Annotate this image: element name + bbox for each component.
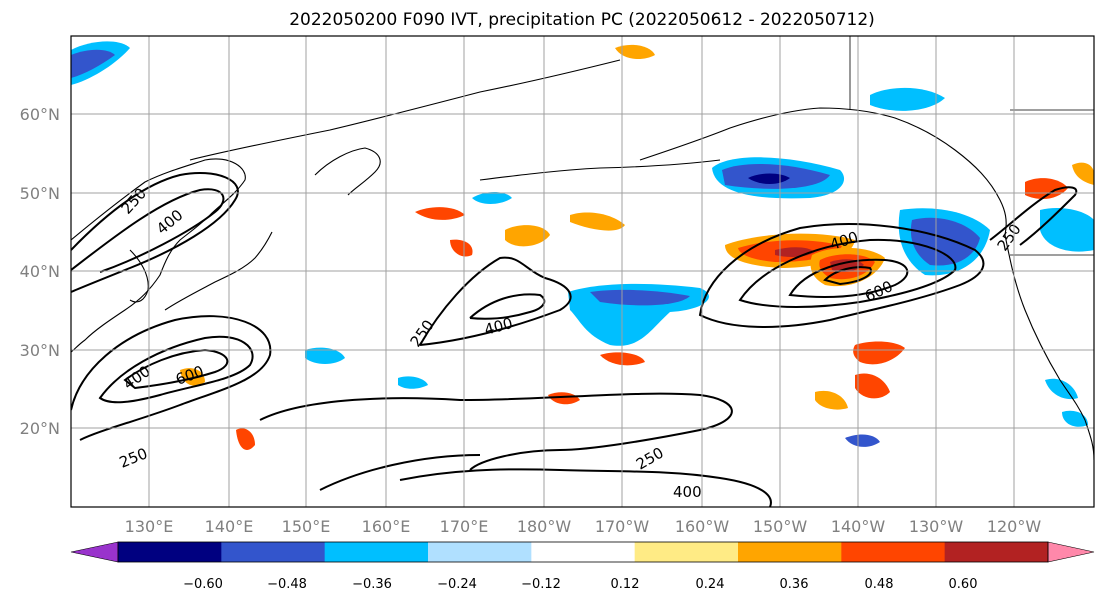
colorbar-tick-label: 0.48 (865, 577, 894, 592)
precip-positive-region (570, 212, 625, 231)
precip-negative-region (590, 289, 690, 306)
precip-positive-region (815, 390, 848, 410)
map-frame (70, 35, 1095, 508)
lat-label: 60°N (20, 105, 60, 124)
coastline-north-america (1004, 234, 1094, 461)
lon-label: 140°E (205, 517, 254, 536)
lon-label: 150°W (753, 517, 808, 536)
colorbar-extend-max (1047, 541, 1095, 563)
ivt-contour-250-central (419, 256, 572, 346)
ivt-contour-250-south (259, 392, 733, 471)
colorbar-swatch (531, 542, 636, 562)
precip-positive-region (450, 239, 473, 257)
colorbar-tick-label: 0.36 (780, 577, 809, 592)
precip-positive-region (505, 225, 550, 247)
colorbar-swatch (738, 542, 842, 562)
coastline-kamchatka (314, 147, 381, 196)
ivt-contour-600-east (788, 258, 909, 298)
lon-label: 160°E (362, 517, 411, 536)
contour-label: 400 (673, 483, 702, 501)
colorbar-frame (117, 541, 1049, 563)
precip-positive-region (415, 207, 465, 220)
precip-negative-region (472, 192, 512, 204)
lon-label: 170°E (440, 517, 489, 536)
colorbar-swatch (118, 542, 222, 562)
colorbar-swatch (428, 542, 532, 562)
coastline-siberia (189, 59, 621, 161)
ivt-contour-core-east (823, 266, 872, 286)
precip-positive-region (1025, 178, 1068, 200)
precip-positive-region (1072, 162, 1094, 185)
colorbar-swatch (324, 542, 429, 562)
ivt-contour-400-south (399, 468, 772, 507)
precip-positive-region (180, 368, 205, 386)
ivt-contour-600-southwest (123, 348, 229, 390)
lon-label: 130°W (909, 517, 964, 536)
precip-negative-region (398, 376, 428, 389)
precip-positive-region (830, 259, 864, 273)
colorbar-tick-label: 0.24 (696, 577, 725, 592)
colorbar (70, 541, 1095, 563)
ivt-contour-250-east (698, 223, 985, 328)
lat-label: 50°N (20, 184, 60, 203)
precip-positive-region (855, 373, 890, 399)
figure-title: 2022050200 F090 IVT, precipitation PC (2… (289, 10, 875, 30)
colorbar-swatch (944, 542, 1049, 562)
ivt-contour-400-east (738, 238, 957, 308)
lon-label: 130°E (125, 517, 174, 536)
lon-label: 170°W (595, 517, 650, 536)
ivt-contour-400-west (71, 188, 225, 273)
lat-label: 20°N (20, 419, 60, 438)
precip-negative-region (845, 434, 880, 447)
colorbar-swatch (634, 542, 739, 562)
colorbar-tick-label: −0.60 (183, 577, 223, 592)
lon-label: 180°W (517, 517, 572, 536)
ivt-contours (71, 171, 1078, 507)
lon-labels: 130°E 140°E 150°E 160°E 170°E 180°W 170°… (125, 517, 1042, 536)
colorbar-tick-label: 0.60 (949, 577, 978, 592)
lat-labels: 60°N 50°N 40°N 30°N 20°N (20, 105, 60, 438)
lon-label: 140°W (831, 517, 886, 536)
precip-positive-region (615, 44, 655, 60)
ivt-contour-250-coast (989, 186, 1078, 246)
precip-negative-region (910, 217, 980, 266)
colorbar-swatch (221, 542, 326, 562)
precip-patches (71, 41, 1094, 450)
coastline-korea (129, 249, 149, 303)
colorbar-ticks: −0.60 −0.48 −0.36 −0.24 −0.12 0.12 0.24 … (183, 577, 977, 592)
precip-negative-region (305, 347, 345, 364)
colorbar-tick-label: −0.24 (437, 577, 477, 592)
lon-label: 160°W (675, 517, 730, 536)
colorbar-swatch (841, 542, 946, 562)
ivt-contour-250-south-low (319, 454, 481, 491)
colorbar-tick-label: 0.12 (611, 577, 640, 592)
precip-positive-region (548, 392, 580, 405)
colorbar-extend-min (70, 541, 119, 563)
colorbar-tick-label: −0.48 (267, 577, 307, 592)
precip-negative-region (71, 49, 115, 78)
precip-positive-region (853, 341, 905, 365)
border-canada-us (849, 36, 1094, 256)
ivt-contour-400-southwest (98, 335, 254, 404)
colorbar-tick-label: −0.36 (352, 577, 392, 592)
coastline-aleutians (479, 159, 721, 181)
precip-negative-region (1040, 208, 1094, 252)
coastline-alaska (639, 107, 1007, 236)
lon-label: 150°E (282, 517, 331, 536)
precip-positive-region (236, 428, 255, 450)
colorbar-tick-label: −0.12 (521, 577, 561, 592)
gridlines (71, 36, 1094, 507)
precip-negative-region (1062, 410, 1088, 427)
lat-label: 40°N (20, 262, 60, 281)
lat-label: 30°N (20, 341, 60, 360)
lon-label: 120°W (987, 517, 1042, 536)
precip-negative-region (870, 87, 945, 111)
